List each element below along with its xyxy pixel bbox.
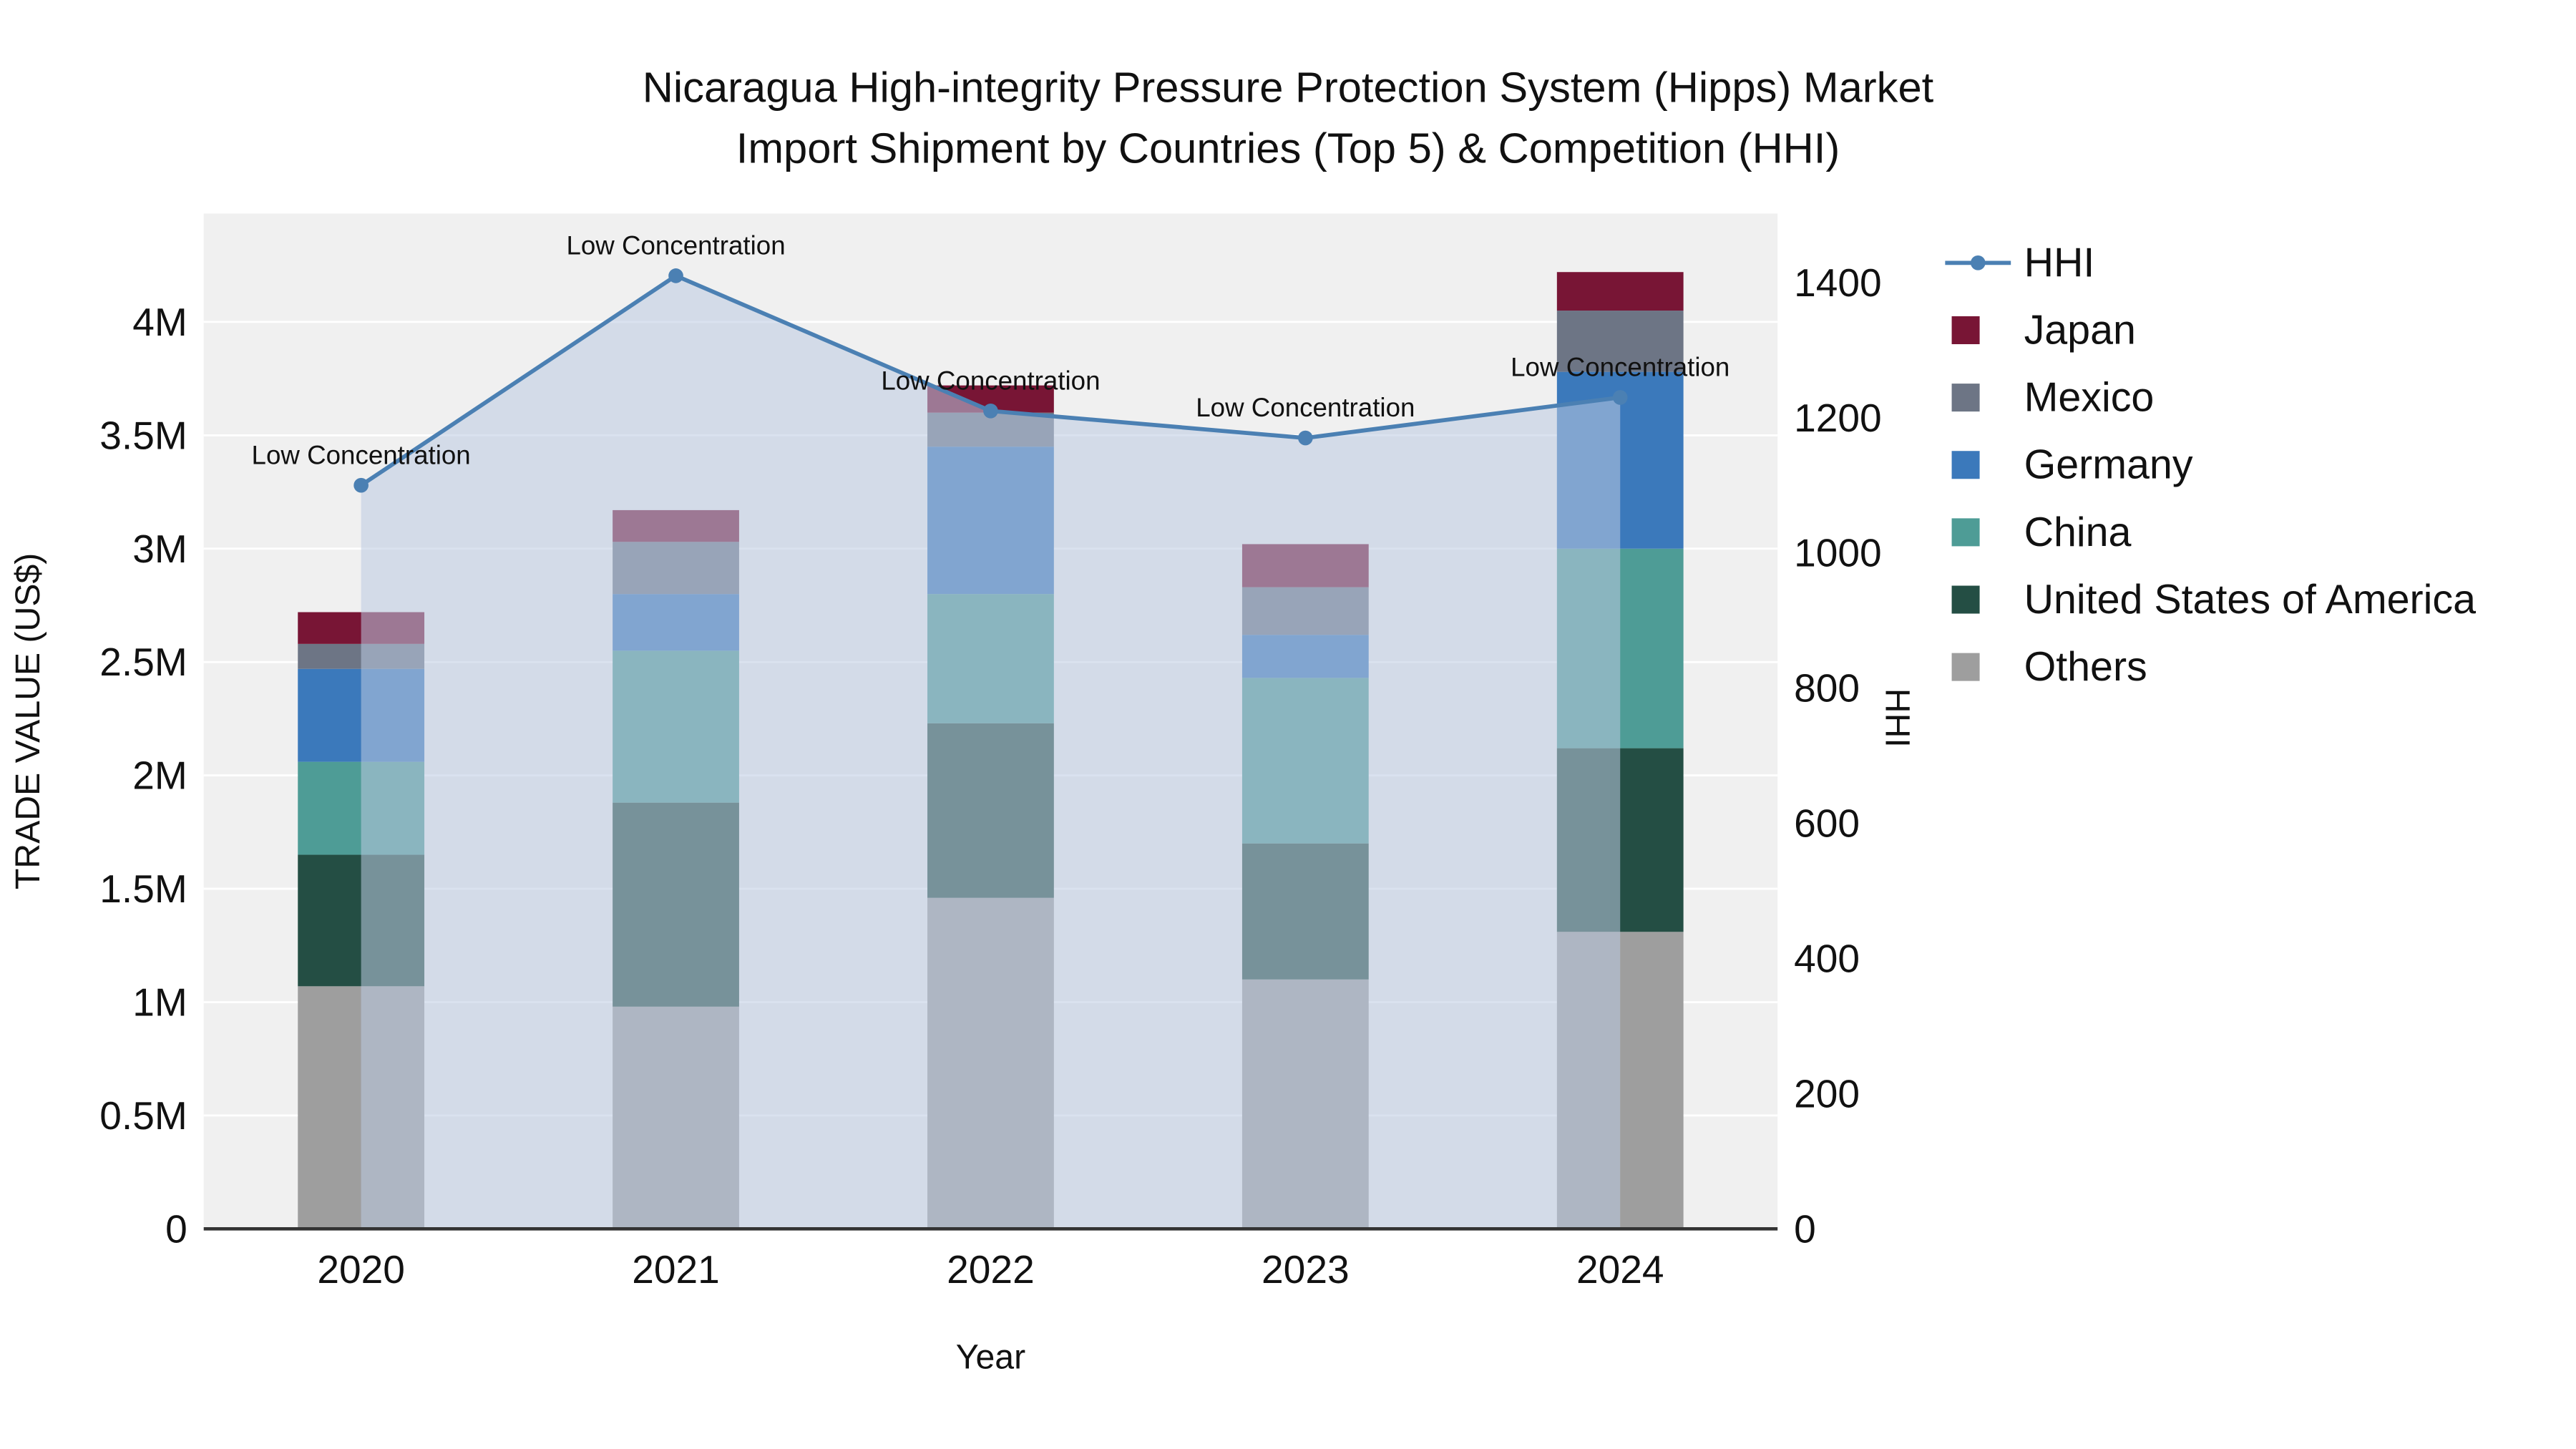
legend-swatch [1951, 653, 1980, 681]
left-tick-0.5M: 0.5M [99, 1093, 187, 1138]
hhi-area-fill [361, 275, 1621, 1229]
right-tick-200: 200 [1794, 1071, 1860, 1116]
legend-label: United States of America [2024, 577, 2477, 623]
left-tick-2M: 2M [132, 753, 187, 798]
x-tick-2022: 2022 [947, 1247, 1035, 1292]
legend-swatch [1951, 384, 1980, 412]
chart-title-line1: Nicaragua High-integrity Pressure Protec… [643, 63, 1934, 111]
hhi-marker-2020[interactable] [353, 477, 369, 493]
hhi-marker-2023[interactable] [1298, 430, 1313, 446]
left-tick-0: 0 [165, 1206, 187, 1251]
right-tick-1400: 1400 [1794, 260, 1882, 305]
right-tick-400: 400 [1794, 936, 1860, 980]
legend-item-mexico[interactable]: Mexico [1951, 375, 2155, 421]
left-tick-3.5M: 3.5M [99, 413, 187, 457]
annotation-2024: Low Concentration [1511, 353, 1729, 382]
legend-item-united-states-of-america[interactable]: United States of America [1951, 577, 2477, 623]
bar-segment-mexico-2024[interactable] [1556, 311, 1684, 372]
chart-plot-group: Low Concentration Low Concentration Low Co… [99, 213, 1882, 1292]
hhi-marker-2021[interactable] [668, 268, 683, 283]
right-tick-800: 800 [1794, 666, 1860, 711]
x-tick-2024: 2024 [1576, 1247, 1664, 1292]
legend-label: Japan [2024, 307, 2136, 353]
annotation-2021: Low Concentration [566, 231, 785, 260]
left-tick-2.5M: 2.5M [99, 640, 187, 684]
right-tick-1200: 1200 [1794, 396, 1882, 440]
left-tick-1M: 1M [132, 980, 187, 1024]
legend-item-china[interactable]: China [1951, 509, 2132, 555]
legend-swatch [1951, 585, 1980, 614]
hhi-marker-2024[interactable] [1612, 390, 1628, 405]
annotation-2023: Low Concentration [1196, 393, 1415, 422]
legend-item-germany[interactable]: Germany [1951, 442, 2193, 488]
legend-swatch [1951, 451, 1980, 479]
legend-label: Others [2024, 644, 2147, 690]
hhi-marker-2022[interactable] [983, 403, 998, 419]
x-axis-title: Year [956, 1338, 1025, 1377]
legend-label: Mexico [2024, 375, 2155, 421]
bar-segment-japan-2024[interactable] [1556, 272, 1684, 311]
x-tick-2023: 2023 [1262, 1247, 1350, 1292]
left-axis-title: TRADE VALUE (US$) [9, 553, 47, 890]
x-tick-2020: 2020 [317, 1247, 405, 1292]
left-tick-1.5M: 1.5M [99, 867, 187, 911]
legend-item-others[interactable]: Others [1951, 644, 2147, 690]
legend-label: HHI [2024, 240, 2095, 286]
left-tick-3M: 3M [132, 527, 187, 571]
chart-legend: HHI Japan Mexico Germany China United States … [1945, 240, 2476, 690]
legend-item-hhi[interactable]: HHI [1945, 240, 2094, 286]
legend-label: Germany [2024, 442, 2193, 488]
right-tick-1000: 1000 [1794, 531, 1882, 575]
right-tick-0: 0 [1794, 1206, 1816, 1251]
left-tick-4M: 4M [132, 300, 187, 344]
legend-swatch [1951, 518, 1980, 547]
legend-line-marker [1970, 255, 1986, 270]
x-tick-2021: 2021 [632, 1247, 720, 1292]
legend-label: China [2024, 509, 2132, 555]
right-tick-600: 600 [1794, 801, 1860, 846]
legend-swatch [1951, 316, 1980, 344]
right-axis-title: HHI [1878, 688, 1917, 748]
chart-title-line2: Import Shipment by Countries (Top 5) & C… [736, 124, 1840, 172]
annotation-2022: Low Concentration [881, 366, 1100, 395]
legend-item-japan[interactable]: Japan [1951, 307, 2136, 353]
annotation-2020: Low Concentration [252, 440, 471, 469]
